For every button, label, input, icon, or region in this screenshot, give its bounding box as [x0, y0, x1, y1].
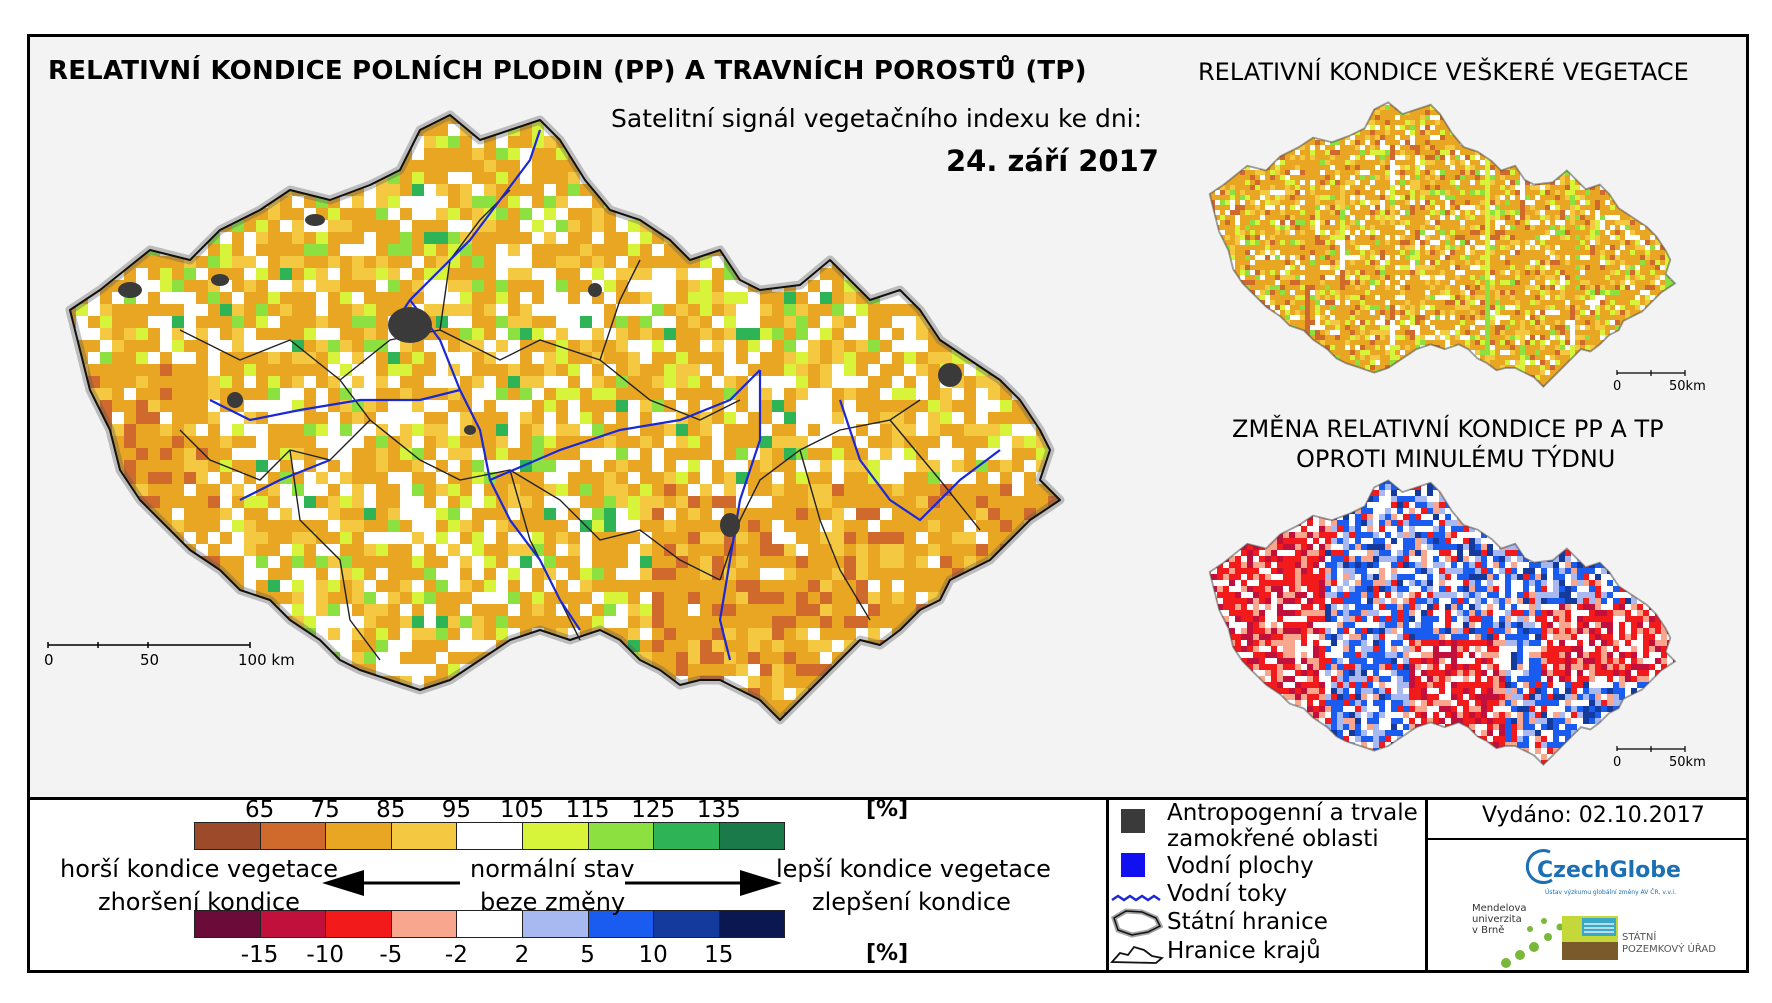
legend-divider-2: [1425, 797, 1428, 973]
condition-raster: [70, 115, 1060, 720]
cond-bar-swatch: [325, 822, 392, 850]
veg-scale-0: 0: [1613, 379, 1621, 394]
cond-ticks-label: 75: [310, 797, 340, 823]
vegetation-condition-map: 0 50km: [1207, 100, 1706, 394]
issued-date: Vydáno: 02.10.2017: [1482, 803, 1705, 828]
key-water-bodies: Vodní plochy: [1167, 853, 1314, 879]
key-regional-border: Hranice krajů: [1167, 938, 1321, 964]
better-label-2: zlepšení kondice: [812, 888, 1011, 916]
arrow-left-icon: [322, 870, 460, 896]
better-label-1: lepší kondice vegetace: [776, 855, 1051, 883]
chg-ticks-label: -2: [444, 942, 468, 968]
spu-logo-icon: [1562, 916, 1618, 960]
chg-bar-swatch: [587, 910, 655, 938]
chg-bar-swatch: [259, 910, 327, 938]
spu-line1: STÁTNÍ: [1622, 932, 1657, 943]
mendel-logo-icon: [1501, 918, 1564, 968]
main-condition-map: 0 50 100 km: [44, 100, 1190, 780]
water-courses: [209, 129, 1001, 661]
change-raster: [1209, 480, 1675, 765]
chg-bar-swatch: [456, 910, 523, 938]
scale-label-0: 0: [44, 651, 54, 669]
cond-ticks-label: 135: [696, 797, 741, 823]
vegetation-map-title: RELATIVNÍ KONDICE VEŠKERÉ VEGETACE: [1198, 58, 1689, 86]
cond-bar-swatch: [456, 822, 523, 850]
chg-bar-swatch: [653, 910, 720, 938]
chg-ticks-label: -10: [306, 942, 344, 968]
normal-label-2: beze změny: [480, 888, 626, 916]
worse-label-2: zhoršení kondice: [98, 888, 300, 916]
cond-bar-swatch: [259, 822, 327, 850]
cond-bar-swatch: [653, 822, 720, 850]
chg-bar-swatch: [718, 910, 786, 938]
subtitle: Satelitní signál vegetačního indexu ke d…: [611, 104, 1143, 133]
anthropogenic-areas: [118, 214, 962, 537]
cond-ticks-label: 105: [500, 797, 544, 823]
change-unit: [%]: [866, 941, 909, 966]
cond-bar-swatch: [522, 822, 589, 850]
cond-bar-swatch: [194, 822, 261, 850]
scale-label-100: 100 km: [238, 651, 295, 669]
normal-label-1: normální stav: [470, 855, 635, 883]
regional-border-icon: [1110, 945, 1165, 964]
key-state-border: Státní hranice: [1167, 909, 1328, 935]
worse-label-1: horší kondice vegetace: [60, 855, 339, 883]
chg-scale-0: 0: [1613, 755, 1621, 770]
cond-ticks-label: 85: [376, 797, 406, 823]
legend-divider-3: [1425, 838, 1749, 840]
chg-scale-bar: 0 50km: [1613, 746, 1706, 770]
cond-ticks-label: 95: [441, 797, 472, 823]
chg-scale-50: 50km: [1669, 755, 1706, 770]
page-title: RELATIVNÍ KONDICE POLNÍCH PLODIN (PP) A …: [48, 56, 1087, 86]
scale-label-50: 50: [140, 651, 159, 669]
chg-bar-swatch: [390, 910, 458, 938]
cond-bar-swatch: [587, 822, 655, 850]
arrow-right-icon: [625, 870, 782, 896]
mendel-logo-text: Mendelova univerzita v Brně: [1472, 903, 1527, 936]
state-border-icon: [1113, 910, 1162, 936]
mendel-line1: Mendelova: [1472, 903, 1527, 914]
chg-bar-swatch: [325, 910, 392, 938]
legend-divider-1: [1106, 797, 1109, 973]
spu-logo-text: STÁTNÍ POZEMKOVÝ ÚŘAD: [1622, 932, 1716, 956]
chg-ticks-label: -5: [379, 942, 403, 968]
cond-ticks-label: 125: [631, 797, 676, 823]
date-label: 24. září 2017: [946, 144, 1159, 178]
cond-bar-swatch: [390, 822, 458, 850]
main-scale-bar: 0 50 100 km: [44, 642, 295, 669]
chg-ticks-label: -15: [240, 942, 279, 968]
veg-scale-bar: 0 50km: [1613, 370, 1706, 394]
chg-ticks-label: 5: [580, 942, 595, 968]
mendel-line3: v Brně: [1472, 925, 1505, 936]
water-body-swatch: [1121, 853, 1145, 877]
chg-ticks-label: 15: [704, 942, 734, 968]
chg-ticks-label: 2: [514, 942, 530, 968]
veg-scale-50: 50km: [1669, 379, 1706, 394]
arrows: [322, 870, 782, 896]
key-symbols: [1110, 809, 1165, 964]
cond-ticks-label: 65: [244, 797, 275, 823]
change-map-title-line2: OPROTI MINULÉMU TÝDNU: [1296, 445, 1616, 473]
spu-line2: POZEMKOVÝ ÚŘAD: [1622, 944, 1716, 955]
water-course-icon: [1111, 894, 1161, 902]
czechglobe-logo: CzechGlobe: [1537, 858, 1681, 883]
vegetation-raster: [1209, 102, 1675, 387]
cond-bar-swatch: [718, 822, 786, 850]
chg-ticks-label: 10: [638, 942, 668, 968]
anthropogenic-swatch: [1121, 809, 1145, 833]
change-map: 0 50km: [1207, 478, 1706, 770]
czechglobe-logo-subtitle: Ústav výzkumu globální změny AV ČR, v.v.…: [1545, 889, 1676, 896]
cond-ticks-label: 115: [565, 797, 610, 823]
key-anthropogenic-2: zamokřené oblasti: [1167, 826, 1379, 852]
czechglobe-logo-icon: [1525, 849, 1553, 885]
condition-unit: [%]: [866, 797, 909, 822]
key-anthropogenic-1: Antropogenní a trvale: [1167, 800, 1418, 826]
key-water-courses: Vodní toky: [1167, 881, 1288, 907]
change-map-title-line1: ZMĚNA RELATIVNÍ KONDICE PP A TP: [1232, 415, 1664, 443]
chg-bar-swatch: [194, 910, 261, 938]
mendel-line2: univerzita: [1472, 914, 1522, 925]
